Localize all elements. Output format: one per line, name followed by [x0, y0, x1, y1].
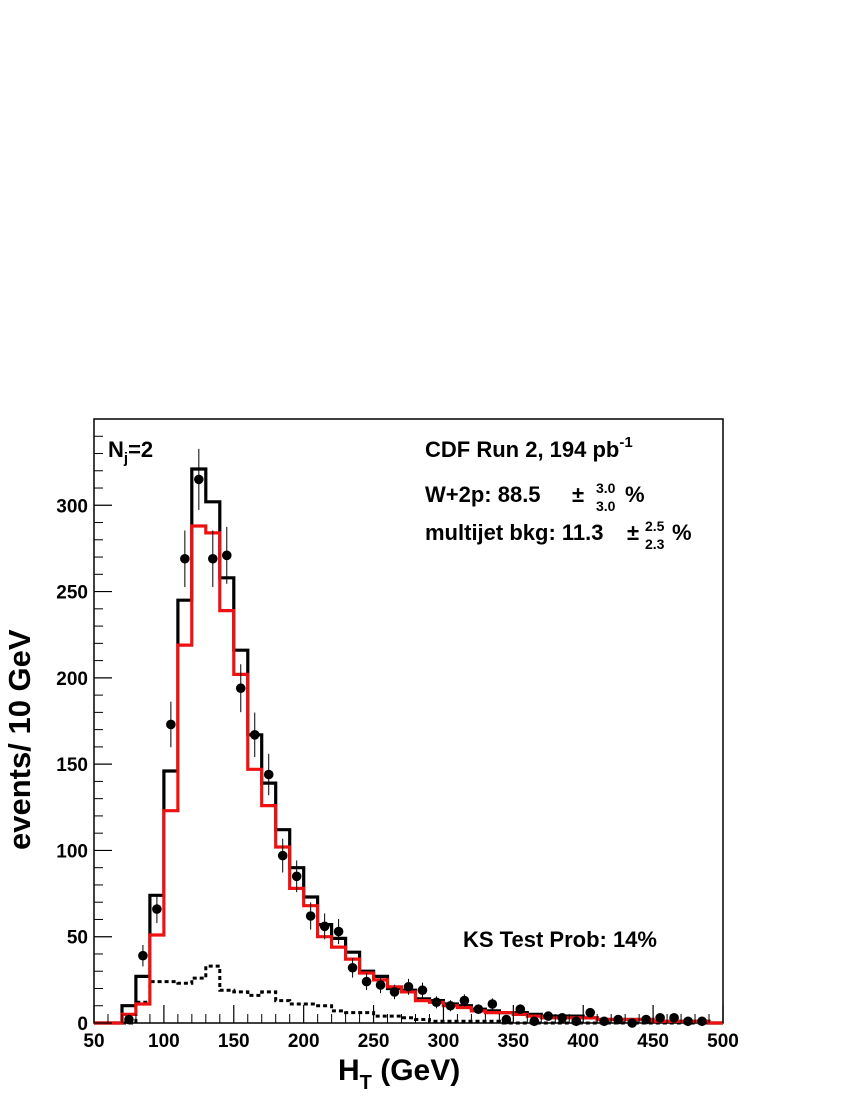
- x-tick-label: 300: [428, 1031, 460, 1052]
- data-point: [291, 871, 302, 882]
- w2p-label: W+2p: 88.5: [425, 482, 541, 507]
- data-point: [319, 921, 330, 932]
- data-point: [683, 1016, 693, 1027]
- w2p-pm: ±: [572, 482, 584, 507]
- data-point: [487, 999, 498, 1009]
- data-point: [445, 1000, 456, 1011]
- data-point: [585, 1007, 596, 1018]
- data-point: [194, 474, 204, 485]
- data-point: [347, 962, 358, 973]
- y-tick-label: 100: [56, 841, 88, 862]
- data-point: [543, 1011, 554, 1021]
- w2p-up: 3.0: [596, 480, 616, 496]
- data-point: [697, 1016, 707, 1027]
- data-point: [655, 1013, 665, 1023]
- data-point: [599, 1016, 609, 1027]
- data-point: [333, 926, 344, 937]
- data-point: [361, 976, 372, 987]
- data-point: [389, 987, 400, 997]
- x-tick-label: 500: [707, 1031, 739, 1052]
- y-tick-label: 200: [56, 669, 88, 690]
- data-point: [152, 904, 162, 914]
- multijet-up: 2.5: [645, 518, 665, 534]
- data-points-layer: [124, 448, 707, 1028]
- data-point: [627, 1018, 637, 1028]
- data-point: [277, 850, 288, 861]
- y-tick-label: 300: [56, 496, 88, 517]
- data-point: [249, 730, 260, 740]
- ticks-layer: 50 100 150 200 250 300 350 400 450 50005010015020…: [56, 435, 739, 1052]
- x-tick-label: 200: [288, 1031, 320, 1052]
- x-tick-label: 100: [148, 1031, 180, 1052]
- x-tick-label: 400: [567, 1031, 599, 1052]
- y-tick-label: 250: [56, 583, 88, 604]
- x-tick-label: 450: [637, 1031, 669, 1052]
- data-point: [669, 1013, 679, 1023]
- w2p-pct: %: [625, 482, 645, 507]
- run-label: CDF Run 2, 194 pb-1: [425, 434, 633, 462]
- multijet-pm: ±: [627, 520, 639, 545]
- data-point: [459, 995, 470, 1006]
- multijet-down: 2.3: [645, 536, 665, 552]
- y-tick-label: 0: [77, 1014, 88, 1035]
- data-point: [515, 1004, 526, 1014]
- y-tick-label: 150: [56, 755, 88, 776]
- data-point: [529, 1016, 540, 1027]
- y-axis-title: events/ 10 GeV: [2, 629, 37, 850]
- x-axis-title: HT (GeV): [338, 1054, 460, 1094]
- x-tick-label: 50: [83, 1031, 104, 1052]
- multijet-pct: %: [672, 520, 692, 545]
- data-point: [557, 1013, 568, 1023]
- data-point: [403, 981, 414, 992]
- y-tick-label: 50: [67, 928, 88, 949]
- data-point: [473, 1004, 484, 1014]
- data-point: [221, 550, 232, 561]
- data-point: [417, 985, 428, 996]
- nj-label: Nj=2: [108, 437, 153, 467]
- data-point: [208, 553, 218, 564]
- data-point: [431, 997, 442, 1008]
- data-point: [613, 1014, 623, 1025]
- x-tick-label: 250: [358, 1031, 390, 1052]
- data-point: [263, 769, 274, 780]
- x-tick-label: 350: [497, 1031, 529, 1052]
- data-point: [138, 950, 148, 961]
- data-point: [235, 683, 246, 694]
- x-tick-label: 150: [218, 1031, 250, 1052]
- plot-frame: [93, 418, 724, 1024]
- data-point: [305, 911, 316, 921]
- data-point: [571, 1016, 582, 1027]
- multijet-label: multijet bkg: 11.3: [425, 520, 604, 545]
- data-point: [375, 980, 386, 990]
- ks-test-label: KS Test Prob: 14%: [463, 927, 657, 952]
- data-point: [501, 1014, 512, 1025]
- data-point: [180, 553, 190, 564]
- data-point: [124, 1014, 134, 1025]
- data-point: [166, 719, 176, 730]
- data-point: [641, 1014, 651, 1025]
- w2p-down: 3.0: [596, 498, 616, 514]
